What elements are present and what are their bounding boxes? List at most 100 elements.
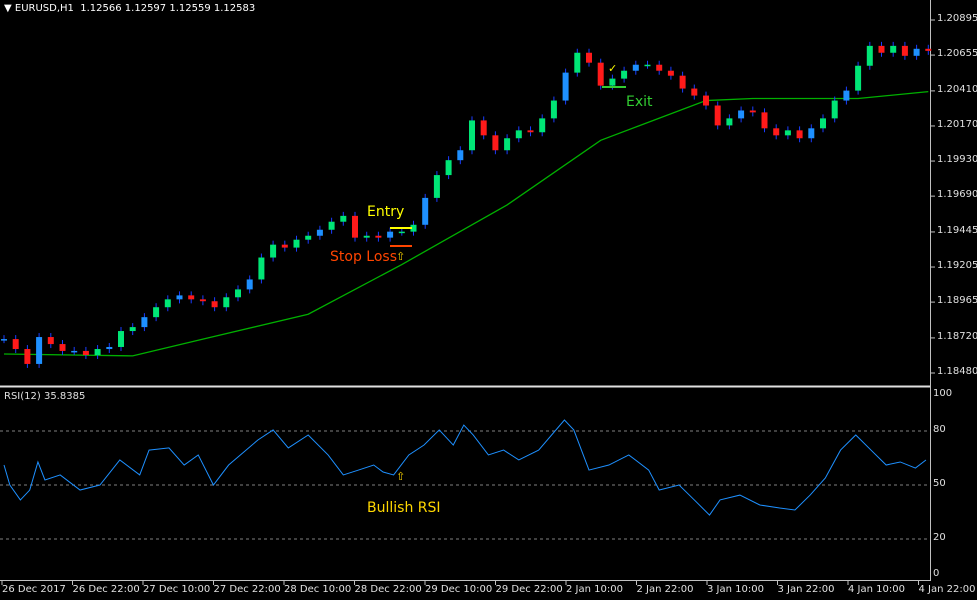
rsi-axis-label: 50 bbox=[933, 478, 946, 489]
candle-body bbox=[281, 244, 288, 248]
price-axis-label: 1.19445 bbox=[937, 224, 977, 236]
candle bbox=[562, 68, 569, 105]
candle bbox=[925, 44, 932, 55]
candle bbox=[621, 66, 628, 83]
price-axis-label: 1.19205 bbox=[937, 260, 977, 272]
candle-body bbox=[211, 301, 218, 308]
candle bbox=[235, 285, 241, 302]
candle-body bbox=[597, 62, 604, 86]
rsi-title: RSI(12) 35.8385 bbox=[4, 391, 86, 402]
candle-body bbox=[223, 297, 230, 308]
candle bbox=[539, 114, 546, 137]
candle bbox=[679, 71, 686, 93]
price-axis-label: 1.18480 bbox=[937, 366, 977, 377]
candle bbox=[597, 58, 604, 90]
bullish-rsi-label: Bullish RSI bbox=[367, 500, 441, 516]
candle-body bbox=[352, 215, 358, 238]
candle bbox=[36, 333, 43, 368]
candle bbox=[433, 171, 440, 202]
candle-body bbox=[433, 175, 440, 198]
candle bbox=[761, 108, 768, 133]
candle-body bbox=[445, 160, 452, 176]
time-axis-label: 28 Dec 10:00 bbox=[284, 584, 352, 595]
candle bbox=[667, 66, 674, 80]
chart-header: ▼ EURUSD,H1 1.12566 1.12597 1.12559 1.12… bbox=[4, 3, 255, 14]
candle-body bbox=[539, 118, 546, 133]
candle bbox=[515, 126, 522, 143]
candle bbox=[843, 86, 850, 105]
candle-body bbox=[574, 52, 581, 73]
price-axis-label: 1.20410 bbox=[937, 83, 977, 95]
rsi-axis-label: 0 bbox=[933, 568, 940, 579]
candle bbox=[176, 291, 183, 304]
candle bbox=[855, 61, 862, 95]
candle-body bbox=[398, 231, 405, 234]
candle bbox=[866, 41, 873, 70]
candle bbox=[47, 333, 54, 349]
candle-body bbox=[703, 95, 709, 106]
candle bbox=[784, 126, 791, 140]
candle bbox=[211, 297, 218, 312]
candle bbox=[550, 96, 557, 123]
candle bbox=[164, 295, 171, 312]
candle bbox=[831, 96, 838, 123]
candle-body bbox=[831, 100, 838, 119]
annotation-lines bbox=[390, 86, 626, 247]
candle bbox=[316, 225, 323, 240]
candle bbox=[820, 114, 826, 133]
candle-body bbox=[749, 110, 756, 113]
candle-body bbox=[94, 349, 101, 356]
candle bbox=[270, 240, 277, 262]
candle bbox=[457, 146, 464, 165]
candle-body bbox=[12, 339, 19, 350]
candle bbox=[714, 101, 721, 130]
candle-body bbox=[422, 197, 429, 225]
rsi-line bbox=[3, 419, 927, 516]
candle-body bbox=[316, 229, 323, 236]
candle-body bbox=[562, 72, 569, 101]
candle bbox=[153, 303, 160, 322]
time-axis-label: 2 Jan 22:00 bbox=[636, 584, 694, 595]
candle bbox=[913, 44, 920, 60]
price-axis-label: 1.18965 bbox=[937, 295, 977, 307]
entry-label: Entry bbox=[367, 204, 405, 220]
candle bbox=[656, 60, 663, 75]
candle-body bbox=[258, 257, 265, 280]
stop-loss-label: Stop Loss bbox=[330, 249, 397, 265]
candle-body bbox=[890, 45, 897, 53]
candle bbox=[141, 313, 148, 332]
candle-body bbox=[469, 120, 475, 151]
time-axis-label: 26 Dec 22:00 bbox=[72, 584, 140, 595]
candle-body bbox=[726, 118, 733, 126]
chart-frame bbox=[0, 0, 931, 581]
candle bbox=[878, 41, 885, 57]
up-arrow-icon: ⇧ bbox=[396, 250, 406, 263]
candle bbox=[901, 41, 908, 60]
candle bbox=[199, 295, 206, 306]
candle bbox=[796, 126, 803, 143]
candle-body bbox=[410, 224, 417, 232]
candle-body bbox=[504, 138, 511, 151]
candle bbox=[527, 126, 534, 137]
candle bbox=[445, 156, 452, 180]
candle bbox=[387, 227, 394, 242]
price-axis-label: 1.19690 bbox=[937, 189, 977, 201]
candle-body bbox=[492, 135, 499, 151]
check-icon: ✓ bbox=[608, 62, 618, 75]
dropdown-triangle-icon[interactable]: ▼ bbox=[4, 3, 12, 14]
candle-body bbox=[820, 118, 826, 129]
candle bbox=[504, 134, 511, 155]
candle-body bbox=[808, 128, 815, 139]
candle bbox=[410, 220, 417, 236]
symbol-label: EURUSD,H1 bbox=[14, 3, 74, 14]
candle bbox=[773, 124, 780, 140]
candle-body bbox=[153, 307, 160, 318]
candle-body bbox=[773, 128, 780, 136]
candle bbox=[808, 124, 815, 143]
candle bbox=[586, 48, 592, 67]
candle-body bbox=[679, 75, 686, 89]
candle-body bbox=[47, 337, 54, 345]
candle bbox=[281, 240, 288, 252]
candle bbox=[223, 293, 230, 312]
rsi-up-arrow-icon: ⇧ bbox=[396, 470, 406, 483]
